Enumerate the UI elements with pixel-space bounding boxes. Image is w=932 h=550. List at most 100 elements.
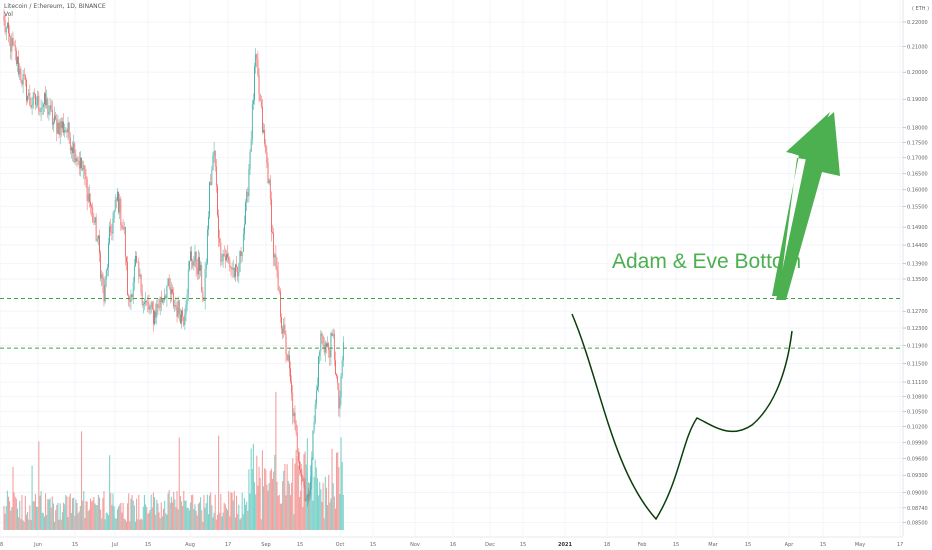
volume-bar <box>337 452 339 530</box>
x-tick-label: Mar <box>708 542 718 548</box>
candle-body <box>240 250 242 256</box>
volume-bar <box>67 517 69 530</box>
y-tick-label: 0.10200 <box>907 425 928 431</box>
volume-bar <box>79 506 81 530</box>
volume-bar <box>258 466 260 530</box>
volume-bar <box>323 518 325 530</box>
candle-body <box>38 95 40 112</box>
candle-body <box>202 291 204 301</box>
candle-body <box>209 182 210 217</box>
y-tick-label: 0.09600 <box>907 456 928 462</box>
candle-body <box>26 79 27 101</box>
volume-bar <box>240 517 242 530</box>
volume-bar <box>29 505 31 530</box>
volume-bar <box>84 518 86 530</box>
candle-body <box>135 256 136 266</box>
volume-bar <box>152 492 154 530</box>
candle-body <box>297 452 299 462</box>
candle-body <box>339 397 341 409</box>
volume-bar <box>114 518 116 530</box>
volume-bar <box>236 495 238 530</box>
candle-body <box>330 333 332 358</box>
candle-body <box>45 93 46 106</box>
volume-bar <box>314 459 316 530</box>
candle-body <box>304 485 306 501</box>
candle-body <box>277 270 279 291</box>
volume-bar <box>14 496 16 530</box>
volume-bar <box>139 519 141 530</box>
y-tick-label: 0.08500 <box>907 521 928 527</box>
volume-bar <box>85 501 87 530</box>
candle-body <box>259 94 261 101</box>
volume-bar <box>227 510 229 530</box>
volume-bar <box>116 509 119 530</box>
candle-body <box>200 265 201 271</box>
volume-bar <box>113 506 115 530</box>
volume-bar <box>102 498 104 530</box>
volume-bar <box>115 518 117 530</box>
volume-bar <box>266 484 268 530</box>
volume-bar <box>105 512 107 530</box>
volume-bar <box>170 496 172 530</box>
volume-bar <box>269 470 271 530</box>
candle-body <box>217 186 218 216</box>
volume-bar <box>294 463 296 530</box>
candle-body <box>174 305 176 307</box>
volume-bar <box>56 504 58 530</box>
candle-body <box>5 27 7 33</box>
candle-body <box>77 160 79 162</box>
candle-body <box>114 199 116 210</box>
candle-body <box>206 229 208 264</box>
candle-body <box>283 324 285 334</box>
candle-body <box>17 56 18 64</box>
candle-body <box>145 301 146 303</box>
volume-bar <box>121 512 123 530</box>
volume-bar <box>188 510 190 530</box>
volume-bar <box>260 519 262 530</box>
candle-body <box>155 311 157 318</box>
candle-body <box>39 111 41 112</box>
volume-bar <box>339 494 341 530</box>
candle-body <box>101 274 103 279</box>
candle-body <box>168 278 170 288</box>
volume-bar <box>225 507 228 530</box>
candle-body <box>166 285 168 299</box>
candle-body <box>190 251 191 262</box>
x-tick-label: 15 <box>820 542 826 548</box>
candle-body <box>130 294 132 302</box>
volume-bar <box>157 503 159 530</box>
candle-body <box>3 15 5 21</box>
volume-bar <box>321 501 323 530</box>
candle-body <box>41 106 43 109</box>
volume-bar <box>198 502 201 530</box>
candle-body <box>14 45 16 51</box>
candle-body <box>109 226 110 244</box>
candle-body <box>160 296 162 303</box>
volume-bar <box>340 437 342 530</box>
candle-body <box>336 374 337 377</box>
candle-body <box>197 256 199 275</box>
volume-bar <box>155 514 157 530</box>
volume-bar <box>168 490 170 530</box>
candle-body <box>185 304 187 315</box>
candle-body <box>266 152 268 163</box>
volume-bar <box>46 514 48 530</box>
candle-body <box>164 295 166 301</box>
volume-bar <box>293 514 295 530</box>
y-tick-label: 0.17500 <box>907 140 928 146</box>
volume-bar <box>122 502 124 530</box>
candle-body <box>278 290 280 292</box>
volume-bar <box>338 467 340 530</box>
candle-body <box>215 166 217 187</box>
candle-body <box>287 355 289 361</box>
candle-body <box>93 221 95 223</box>
volume-bar <box>89 498 92 530</box>
volume-bar <box>204 508 206 530</box>
x-tick-label: May <box>855 542 865 548</box>
volume-bar <box>82 500 84 530</box>
volume-bar <box>50 507 52 530</box>
candle-body <box>29 93 31 106</box>
volume-bar <box>287 480 289 530</box>
x-tick-label: 15 <box>370 542 376 548</box>
